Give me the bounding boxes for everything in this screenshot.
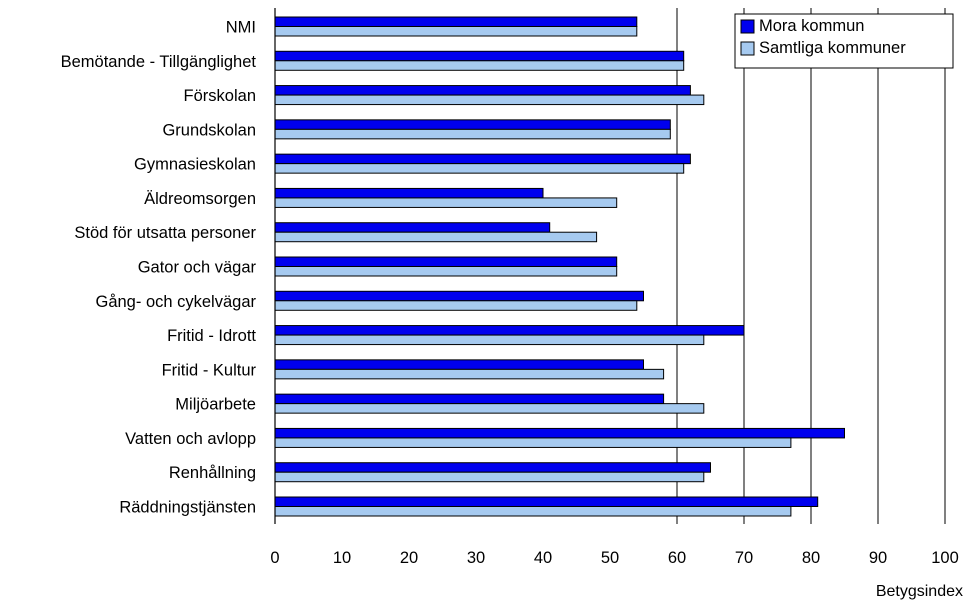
x-tick-label-80: 80 bbox=[802, 549, 820, 567]
bar-samtliga bbox=[274, 437, 792, 448]
bars-layer bbox=[274, 16, 845, 517]
x-tick-label-10: 10 bbox=[333, 549, 351, 567]
category-label: Stöd för utsatta personer bbox=[74, 224, 256, 242]
bar-samtliga bbox=[274, 506, 792, 517]
x-tick-label-100: 100 bbox=[931, 549, 959, 567]
bar-mora bbox=[274, 462, 711, 473]
category-label: Miljöarbete bbox=[175, 396, 256, 414]
bar-samtliga bbox=[274, 334, 705, 346]
category-label: Vatten och avlopp bbox=[125, 430, 256, 448]
bar-mora bbox=[274, 222, 551, 233]
x-axis-title: Betygsindex bbox=[876, 583, 963, 600]
bar-mora bbox=[274, 496, 819, 507]
bar-mora bbox=[274, 85, 691, 96]
category-label: Äldreomsorgen bbox=[144, 190, 256, 208]
bar-samtliga bbox=[274, 266, 618, 277]
bar-mora bbox=[274, 359, 644, 370]
x-tick-label-20: 20 bbox=[400, 549, 418, 567]
category-label: Bemötande - Tillgänglighet bbox=[61, 53, 257, 71]
x-tick-labels: 0 10 20 30 40 50 60 70 80 90 100 bbox=[270, 549, 958, 567]
bar-samtliga bbox=[274, 471, 705, 483]
category-label: Renhållning bbox=[169, 464, 256, 482]
x-tick-label-60: 60 bbox=[668, 549, 686, 567]
bar-mora bbox=[274, 427, 845, 439]
category-label: Gymnasieskolan bbox=[134, 156, 256, 174]
category-label: NMI bbox=[226, 19, 256, 37]
bar-mora bbox=[274, 119, 671, 130]
category-label: Gång- och cykelvägar bbox=[96, 293, 257, 311]
bar-samtliga bbox=[274, 231, 598, 243]
bar-mora bbox=[274, 50, 685, 62]
x-tick-label-90: 90 bbox=[869, 549, 887, 567]
bar-samtliga bbox=[274, 163, 685, 174]
legend-swatch-mora bbox=[740, 19, 755, 34]
x-tick-label-70: 70 bbox=[735, 549, 753, 567]
bar-mora bbox=[274, 187, 544, 199]
category-label: Fritid - Idrott bbox=[167, 327, 256, 345]
legend: Mora kommun Samtliga kommuner bbox=[734, 13, 954, 69]
legend-label-mora: Mora kommun bbox=[759, 17, 864, 35]
legend-label-samtliga: Samtliga kommuner bbox=[759, 39, 906, 57]
bar-mora bbox=[274, 290, 644, 302]
bar-samtliga bbox=[274, 300, 638, 311]
x-tick-label-30: 30 bbox=[467, 549, 485, 567]
bar-samtliga bbox=[274, 94, 705, 106]
bar-mora bbox=[274, 153, 691, 165]
bar-samtliga bbox=[274, 368, 665, 380]
bar-mora bbox=[274, 393, 665, 405]
x-tick-label-40: 40 bbox=[534, 549, 552, 567]
category-label: Fritid - Kultur bbox=[162, 361, 257, 379]
bar-samtliga bbox=[274, 403, 705, 414]
category-labels: NMI Bemötande - Tillgänglighet Förskolan Gr… bbox=[61, 19, 257, 517]
bar-samtliga bbox=[274, 26, 638, 37]
bar-mora bbox=[274, 325, 745, 336]
bar-mora bbox=[274, 16, 638, 27]
bar-samtliga bbox=[274, 60, 685, 71]
category-label: Räddningstjänsten bbox=[119, 499, 256, 517]
x-tick-label-0: 0 bbox=[270, 549, 279, 567]
bar-samtliga bbox=[274, 197, 618, 208]
x-tick-label-50: 50 bbox=[601, 549, 619, 567]
bar-mora bbox=[274, 256, 618, 267]
category-label: Grundskolan bbox=[162, 121, 256, 139]
bar-samtliga bbox=[274, 128, 671, 140]
legend-swatch-samtliga bbox=[740, 41, 755, 56]
category-label: Förskolan bbox=[184, 87, 256, 105]
legend-box bbox=[734, 13, 954, 69]
category-label: Gator och vägar bbox=[138, 259, 257, 277]
